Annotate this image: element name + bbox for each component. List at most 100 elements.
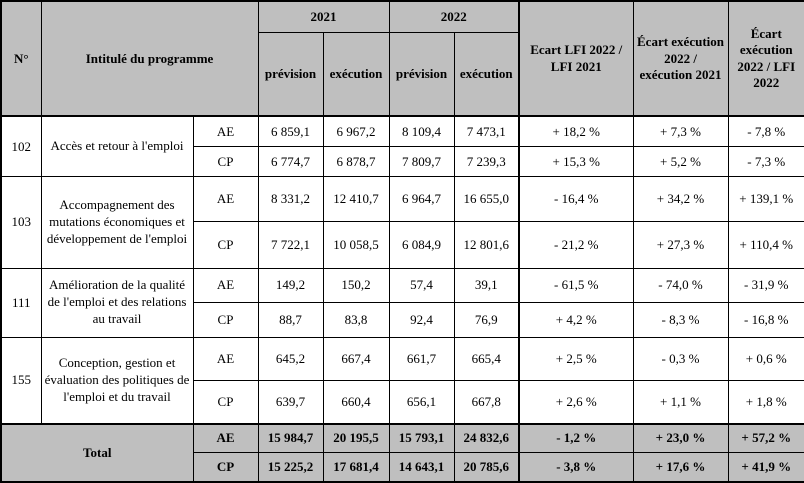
value-execution-2022: 667,8	[453, 380, 520, 425]
sub-header-execution-2021: exécution	[322, 31, 390, 118]
col-header-ecart-execution: Écart exécution 2022 / exécution 2021	[632, 0, 729, 118]
value-execution-2021: 12 410,7	[322, 176, 390, 223]
col-header-year-2022: 2022	[388, 0, 520, 33]
value-execution-2022: 76,9	[453, 301, 520, 338]
value-ecart-execution: - 8,3 %	[632, 301, 729, 338]
total-ecart-lfi: - 1,2 %	[518, 422, 634, 454]
program-title: Conception, gestion et évaluation des po…	[40, 336, 194, 425]
value-prevision-2022: 57,4	[388, 267, 455, 303]
value-ecart-lfi: + 2,6 %	[518, 380, 634, 425]
value-execution-2021: 667,4	[322, 336, 390, 382]
value-prevision-2022: 6 964,7	[388, 176, 455, 223]
value-prevision-2022: 7 809,7	[388, 146, 455, 178]
value-ecart-execution-lfi: + 0,6 %	[727, 336, 804, 382]
total-ecart-execution-lfi: + 41,9 %	[727, 452, 804, 483]
col-header-ecart-lfi: Ecart LFI 2022 / LFI 2021	[518, 0, 634, 118]
value-ecart-execution: + 27,3 %	[632, 221, 729, 269]
sub-header-prevision-2022: prévision	[388, 31, 455, 118]
program-number: 103	[0, 176, 42, 269]
value-execution-2022: 12 801,6	[453, 221, 520, 269]
entry-type-label: CP	[192, 146, 259, 178]
value-execution-2021: 660,4	[322, 380, 390, 425]
value-execution-2022: 16 655,0	[453, 176, 520, 223]
total-ecart-execution-lfi: + 57,2 %	[727, 422, 804, 454]
value-execution-2022: 7 239,3	[453, 146, 520, 178]
value-prevision-2021: 645,2	[257, 336, 324, 382]
table-row: 102 Accès et retour à l'emploi AE 6 859,…	[0, 115, 804, 178]
total-prevision-2021: 15 984,7	[257, 422, 324, 454]
value-ecart-execution-lfi: - 16,8 %	[727, 301, 804, 338]
value-ecart-execution: + 1,1 %	[632, 380, 729, 425]
program-number: 102	[0, 115, 42, 178]
table-row: CP 7 722,1 10 058,5 6 084,9 12 801,6 - 2…	[1, 221, 804, 269]
value-execution-2021: 150,2	[322, 267, 390, 303]
entry-type-label: CP	[192, 452, 259, 483]
value-prevision-2021: 8 331,2	[257, 176, 324, 223]
value-ecart-execution: + 7,3 %	[632, 115, 729, 148]
entry-type-label: AE	[192, 336, 259, 382]
total-prevision-2021: 15 225,2	[257, 452, 324, 483]
value-prevision-2021: 149,2	[257, 267, 324, 303]
total-execution-2022: 24 832,6	[453, 422, 520, 454]
value-ecart-lfi: - 61,5 %	[518, 267, 634, 303]
value-execution-2022: 665,4	[453, 336, 520, 382]
value-ecart-lfi: + 4,2 %	[518, 301, 634, 338]
value-execution-2022: 7 473,1	[453, 115, 520, 148]
col-header-ecart-execution-lfi: Écart exécution 2022 / LFI 2022	[727, 0, 804, 118]
value-ecart-execution-lfi: - 7,3 %	[727, 146, 804, 178]
value-prevision-2021: 7 722,1	[257, 221, 324, 269]
table-row: 103 Accompagnement des mutations économi…	[0, 176, 804, 269]
value-prevision-2022: 661,7	[388, 336, 455, 382]
total-label: Total	[0, 422, 194, 483]
value-prevision-2021: 639,7	[257, 380, 324, 425]
value-ecart-execution-lfi: - 31,9 %	[727, 267, 804, 303]
value-ecart-execution: + 5,2 %	[632, 146, 729, 178]
program-number: 111	[0, 267, 42, 338]
sub-header-prevision-2021: prévision	[257, 31, 324, 118]
total-prevision-2022: 15 793,1	[388, 422, 455, 454]
total-ecart-lfi: - 3,8 %	[518, 452, 634, 483]
value-prevision-2021: 6 774,7	[257, 146, 324, 178]
table-row: CP 639,7 660,4 656,1 667,8 + 2,6 % + 1,1…	[1, 380, 804, 425]
sub-header-execution-2022: exécution	[453, 31, 520, 118]
value-ecart-execution-lfi: + 110,4 %	[727, 221, 804, 269]
value-ecart-execution-lfi: + 139,1 %	[727, 176, 804, 223]
col-header-year-2021: 2021	[257, 0, 390, 33]
value-execution-2022: 39,1	[453, 267, 520, 303]
table-row: 111 Amélioration de la qualité de l'empl…	[0, 267, 804, 338]
value-execution-2021: 10 058,5	[322, 221, 390, 269]
total-row: CP 15 225,2 17 681,4 14 643,1 20 785,6 -…	[1, 452, 804, 483]
total-prevision-2022: 14 643,1	[388, 452, 455, 483]
value-ecart-lfi: + 18,2 %	[518, 115, 634, 148]
entry-type-label: AE	[192, 115, 259, 148]
value-execution-2021: 83,8	[322, 301, 390, 338]
value-execution-2021: 6 878,7	[322, 146, 390, 178]
value-ecart-lfi: + 2,5 %	[518, 336, 634, 382]
entry-type-label: AE	[192, 267, 259, 303]
total-row: Total AE 15 984,7 20 195,5 15 793,1 24 8…	[0, 422, 804, 483]
value-prevision-2022: 92,4	[388, 301, 455, 338]
value-prevision-2021: 6 859,1	[257, 115, 324, 148]
total-ecart-execution: + 23,0 %	[632, 422, 729, 454]
value-ecart-lfi: - 16,4 %	[518, 176, 634, 223]
value-execution-2021: 6 967,2	[322, 115, 390, 148]
value-ecart-execution: - 74,0 %	[632, 267, 729, 303]
value-ecart-execution-lfi: - 7,8 %	[727, 115, 804, 148]
col-header-program: Intitulé du programme	[40, 0, 259, 118]
entry-type-label: CP	[192, 221, 259, 269]
entry-type-label: CP	[192, 380, 259, 425]
value-ecart-execution: + 34,2 %	[632, 176, 729, 223]
table-row: 155 Conception, gestion et évaluation de…	[0, 336, 804, 425]
entry-type-label: AE	[192, 176, 259, 223]
program-title: Accès et retour à l'emploi	[40, 115, 194, 178]
table-row: CP 88,7 83,8 92,4 76,9 + 4,2 % - 8,3 % -…	[1, 301, 804, 338]
entry-type-label: AE	[192, 422, 259, 454]
total-execution-2021: 20 195,5	[322, 422, 390, 454]
value-prevision-2022: 6 084,9	[388, 221, 455, 269]
value-prevision-2022: 8 109,4	[388, 115, 455, 148]
value-ecart-execution: - 0,3 %	[632, 336, 729, 382]
program-number: 155	[0, 336, 42, 425]
table-row: CP 6 774,7 6 878,7 7 809,7 7 239,3 + 15,…	[1, 146, 804, 178]
